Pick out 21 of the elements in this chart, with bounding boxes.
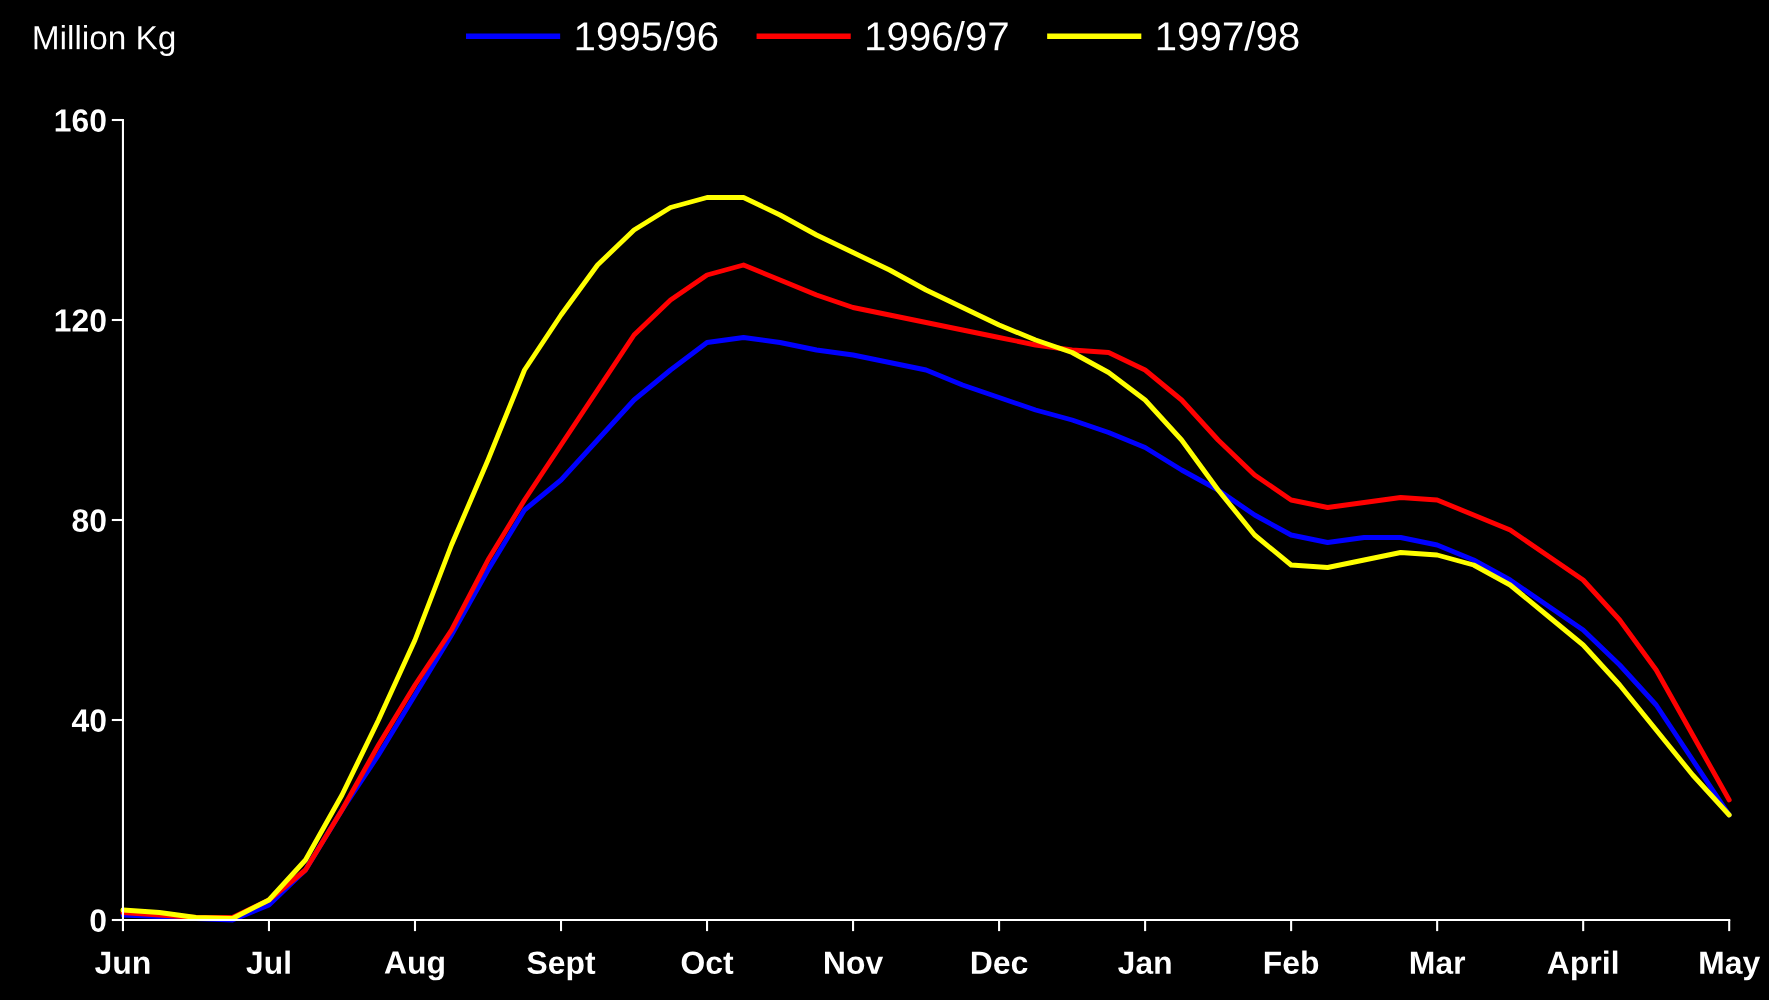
x-tick-label: Jan	[1118, 951, 1171, 975]
x-tick-label: Oct	[681, 951, 734, 975]
y-tick-label: 160	[55, 109, 106, 132]
y-tick-label: 0	[90, 909, 106, 932]
y-tick-label: 40	[71, 709, 106, 732]
legend-label: 1996/97	[867, 21, 1008, 51]
legend-label: 1995/96	[576, 21, 718, 51]
x-tick-label: Jul	[246, 950, 290, 975]
x-tick-label: Dec	[971, 951, 1028, 975]
y-tick-label: 120	[55, 309, 106, 332]
y-axis-title: Million Kg	[34, 25, 175, 57]
x-tick-label: Nov	[825, 951, 884, 975]
x-tick-label: Mar	[1410, 951, 1466, 975]
x-tick-label: Aug	[384, 951, 444, 981]
y-tick-label: 80	[72, 509, 106, 532]
x-tick-label: Jun	[95, 951, 150, 975]
x-tick-label: Feb	[1264, 950, 1319, 975]
legend-label: 1997/98	[1157, 21, 1299, 51]
x-tick-label: April	[1547, 950, 1618, 981]
x-tick-label: May	[1700, 951, 1761, 981]
x-tick-label: Sept	[527, 951, 596, 981]
